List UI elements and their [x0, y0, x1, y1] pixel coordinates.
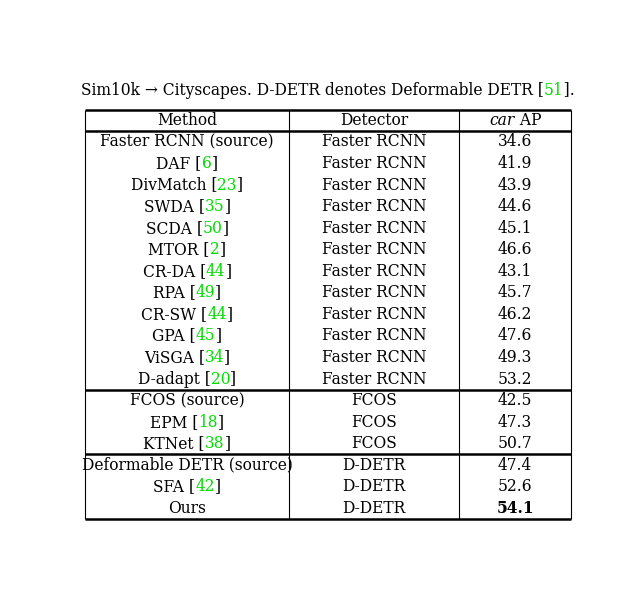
Text: 51: 51	[544, 82, 564, 99]
Text: 2: 2	[210, 241, 220, 258]
Text: 47.6: 47.6	[498, 327, 532, 345]
Text: ]: ]	[225, 263, 232, 280]
Text: car: car	[489, 112, 515, 129]
Text: SWDA [: SWDA [	[143, 198, 205, 215]
Text: 49: 49	[196, 284, 215, 301]
Text: 44: 44	[207, 306, 227, 323]
Text: ]: ]	[220, 241, 226, 258]
Text: Method: Method	[157, 112, 217, 129]
Text: 44: 44	[206, 263, 225, 280]
Text: ]: ]	[218, 414, 224, 431]
Text: ]: ]	[225, 198, 230, 215]
Text: ]: ]	[223, 220, 228, 236]
Text: GPA [: GPA [	[152, 327, 196, 345]
Text: ]: ]	[215, 478, 221, 495]
Text: 50: 50	[202, 220, 223, 236]
Text: EPM [: EPM [	[150, 414, 198, 431]
Text: FCOS (source): FCOS (source)	[130, 392, 244, 409]
Text: Ours: Ours	[168, 500, 206, 517]
Text: 41.9: 41.9	[498, 155, 532, 172]
Text: Deformable DETR (source): Deformable DETR (source)	[81, 457, 292, 474]
Text: CR-SW [: CR-SW [	[141, 306, 207, 323]
Text: ]: ]	[224, 349, 230, 366]
Text: Faster RCNN: Faster RCNN	[322, 220, 426, 236]
Text: D-adapt [: D-adapt [	[138, 371, 211, 388]
Text: 38: 38	[205, 435, 225, 452]
Text: 46.2: 46.2	[498, 306, 532, 323]
FancyBboxPatch shape	[544, 82, 564, 105]
Text: D-DETR: D-DETR	[342, 478, 406, 495]
Text: 18: 18	[198, 414, 218, 431]
Text: KTNet [: KTNet [	[143, 435, 205, 452]
Text: FCOS: FCOS	[351, 392, 397, 409]
Text: Faster RCNN: Faster RCNN	[322, 263, 426, 280]
Text: 6: 6	[202, 155, 212, 172]
Text: Faster RCNN (source): Faster RCNN (source)	[100, 134, 274, 151]
Text: 34.6: 34.6	[498, 134, 532, 151]
Text: SFA [: SFA [	[153, 478, 195, 495]
Text: AP: AP	[515, 112, 541, 129]
Text: 45: 45	[196, 327, 216, 345]
Text: Faster RCNN: Faster RCNN	[322, 155, 426, 172]
Text: 49.3: 49.3	[498, 349, 532, 366]
Text: FCOS: FCOS	[351, 414, 397, 431]
Text: SCDA [: SCDA [	[145, 220, 202, 236]
Text: 42.5: 42.5	[498, 392, 532, 409]
Text: Faster RCNN: Faster RCNN	[322, 349, 426, 366]
Text: D-DETR: D-DETR	[342, 500, 406, 517]
Text: ]: ]	[237, 177, 243, 193]
Text: Faster RCNN: Faster RCNN	[322, 198, 426, 215]
Text: Faster RCNN: Faster RCNN	[322, 177, 426, 193]
Text: Faster RCNN: Faster RCNN	[322, 371, 426, 388]
Text: ]: ]	[215, 284, 221, 301]
Text: Faster RCNN: Faster RCNN	[322, 327, 426, 345]
Text: Sim10k → Cityscapes. D-DETR denotes Deformable DETR [51].: Sim10k → Cityscapes. D-DETR denotes Defo…	[81, 82, 575, 99]
Text: Faster RCNN: Faster RCNN	[322, 306, 426, 323]
Text: ]: ]	[227, 306, 233, 323]
Text: 34: 34	[205, 349, 224, 366]
Text: 52.6: 52.6	[498, 478, 532, 495]
Text: 45.1: 45.1	[498, 220, 532, 236]
Text: 46.6: 46.6	[498, 241, 532, 258]
Text: Faster RCNN: Faster RCNN	[322, 241, 426, 258]
Text: DivMatch [: DivMatch [	[131, 177, 218, 193]
Text: 42: 42	[195, 478, 215, 495]
Text: DAF [: DAF [	[156, 155, 202, 172]
Text: 43.1: 43.1	[498, 263, 532, 280]
Text: 53.2: 53.2	[498, 371, 532, 388]
Text: D-DETR: D-DETR	[342, 457, 406, 474]
Text: CR-DA [: CR-DA [	[143, 263, 206, 280]
Text: 54.1: 54.1	[497, 500, 534, 517]
Text: ]: ]	[230, 371, 236, 388]
Text: 23: 23	[218, 177, 237, 193]
Text: 20: 20	[211, 371, 230, 388]
Text: 35: 35	[205, 198, 225, 215]
Text: 47.3: 47.3	[498, 414, 532, 431]
Text: 43.9: 43.9	[498, 177, 532, 193]
Text: 45.7: 45.7	[498, 284, 532, 301]
Text: Detector: Detector	[340, 112, 408, 129]
Text: ]: ]	[225, 435, 230, 452]
Text: 44.6: 44.6	[498, 198, 532, 215]
Text: ]: ]	[216, 327, 222, 345]
Text: ]: ]	[212, 155, 218, 172]
Text: Faster RCNN: Faster RCNN	[322, 134, 426, 151]
Text: 50.7: 50.7	[498, 435, 532, 452]
Text: Faster RCNN: Faster RCNN	[322, 284, 426, 301]
Text: ViSGA [: ViSGA [	[144, 349, 205, 366]
Text: RPA [: RPA [	[153, 284, 196, 301]
Text: 47.4: 47.4	[498, 457, 532, 474]
Text: MTOR [: MTOR [	[148, 241, 210, 258]
Text: FCOS: FCOS	[351, 435, 397, 452]
